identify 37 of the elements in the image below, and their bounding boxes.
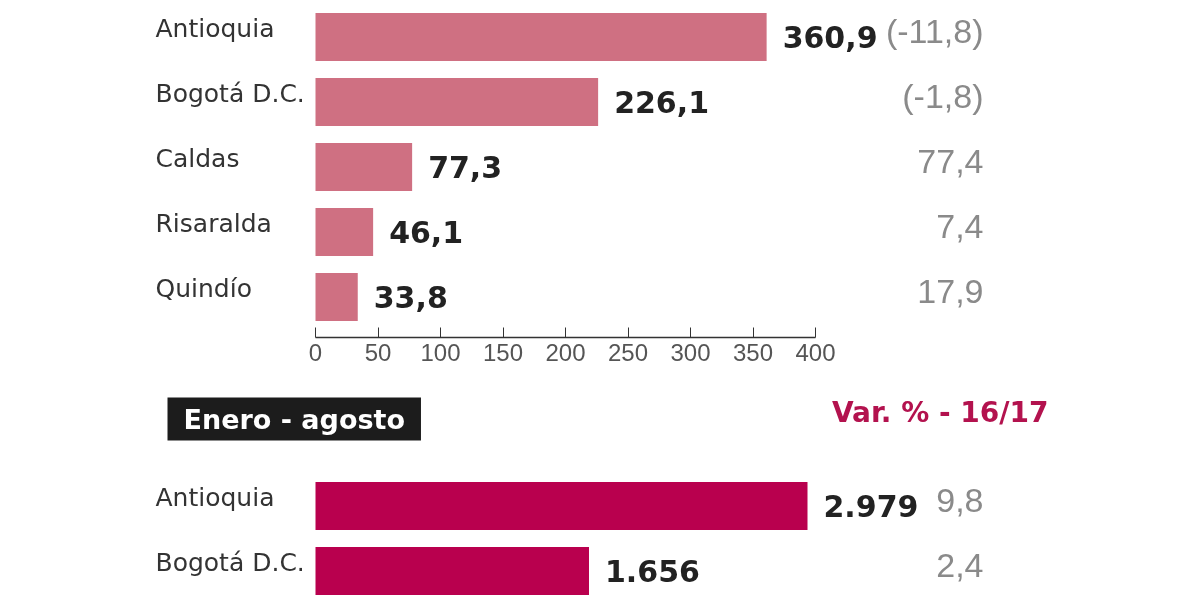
x-tick-label: 0 [308,338,323,366]
y-tick-label: Bogotá D.C. [155,78,305,108]
data-label: 226,1 [614,85,710,120]
text: 7,4 [936,206,984,245]
bar [315,272,358,322]
bar [315,142,413,192]
text: 17,9 [917,271,984,310]
y-tick-label: Antioquia [155,13,275,43]
x-tick-label: 300 [670,338,711,366]
x-tick-label: 50 [364,338,392,366]
data-label: 1.656 [605,554,700,589]
x-tick-label: 350 [732,338,774,366]
x-tick-label: 100 [420,338,461,366]
data-label: 360,9 [782,20,878,55]
x-tick-label: 200 [545,338,586,366]
x-tick-label: 400 [795,338,836,366]
data-label: 46,1 [389,215,464,250]
x-tick-label: 250 [607,338,649,366]
text: 9,8 [936,480,984,519]
y-tick-label: Risaralda [155,208,272,238]
y-tick-label: Bogotá D.C. [155,547,305,577]
bar [315,77,599,127]
y-tick-label: Antioquia [155,482,275,512]
chart-title: Enero - agosto [183,403,405,435]
text: (-1,8) [902,77,984,115]
y-tick-label: Quindío [155,273,252,303]
data-label: 2.979 [823,489,919,524]
text: 77,4 [917,141,984,180]
y-tick-label: Caldas [155,143,240,173]
text: 2,4 [936,545,984,584]
x-tick-label: 150 [482,338,524,366]
bar [315,207,374,257]
data-label: 33,8 [373,280,448,315]
text: Var. % - 16/17 [831,395,1049,429]
bar [315,12,767,62]
text: (-11,8) [885,12,984,50]
data-label: 77,3 [428,150,503,185]
